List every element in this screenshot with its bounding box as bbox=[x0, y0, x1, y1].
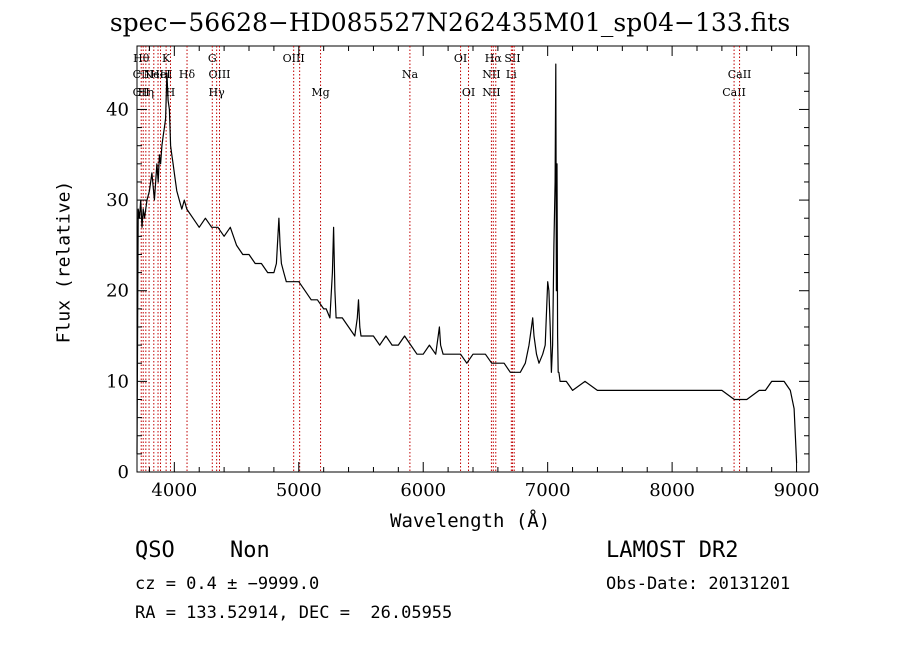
y-tick-label: 20 bbox=[106, 281, 129, 302]
y-axis-label: Flux (relative) bbox=[53, 180, 75, 344]
spectral-line-label: NeIII bbox=[143, 68, 172, 81]
x-tick-label: 8000 bbox=[649, 480, 695, 501]
spectral-line-label: G bbox=[208, 52, 217, 65]
coordinates-text: RA = 133.52914, DEC = 26.05955 bbox=[135, 603, 453, 623]
x-axis-label: Wavelength (Å) bbox=[390, 510, 551, 532]
spectral-line-label: H bbox=[166, 86, 176, 99]
object-subclass: Non bbox=[230, 538, 270, 563]
spectral-line-label: OI bbox=[462, 86, 475, 99]
chart-title: spec−56628−HD085527N262435M01_sp04−133.f… bbox=[109, 8, 791, 37]
spectral-line-label: Na bbox=[402, 68, 419, 81]
spectral-line-label: Mg bbox=[311, 86, 329, 99]
spectral-line-label: CaII bbox=[728, 68, 752, 81]
survey-name: LAMOST DR2 bbox=[606, 538, 739, 563]
spectral-line-label: OI bbox=[454, 52, 467, 65]
spectral-line-label: CaII bbox=[722, 86, 746, 99]
spectral-line-label: NII bbox=[482, 68, 500, 81]
x-tick-label: 9000 bbox=[774, 480, 820, 501]
plot-frame bbox=[136, 45, 810, 473]
spectral-line-label: NII bbox=[482, 86, 500, 99]
y-tick-label: 40 bbox=[106, 99, 129, 120]
spectral-line-label: OIII bbox=[208, 68, 230, 81]
spectrum-series-line bbox=[136, 63, 798, 463]
x-tick-label: 5000 bbox=[276, 480, 322, 501]
spectral-line-label: Hη bbox=[138, 86, 154, 99]
spectral-line-label: Hα bbox=[485, 52, 503, 65]
redshift-text: cz = 0.4 ± −9999.0 bbox=[135, 574, 320, 594]
x-tick-label: 6000 bbox=[400, 480, 446, 501]
spectral-line-label: Hγ bbox=[209, 86, 226, 99]
y-tick-label: 10 bbox=[106, 371, 129, 392]
spectral-line-label: SII bbox=[504, 52, 520, 65]
spectral-line-label: Hδ bbox=[179, 68, 196, 81]
spectral-line-label: K bbox=[162, 52, 171, 65]
spectral-line-label: Hθ bbox=[133, 52, 150, 65]
y-tick-label: 30 bbox=[106, 190, 129, 211]
object-class: QSO bbox=[135, 538, 175, 563]
x-tick-label: 4000 bbox=[151, 480, 197, 501]
y-tick-label: 0 bbox=[118, 462, 129, 483]
spectral-line-label: Li bbox=[506, 68, 517, 81]
obs-date-text: Obs-Date: 20131201 bbox=[606, 574, 791, 594]
x-tick-label: 7000 bbox=[525, 480, 571, 501]
spectral-line-label: OIII bbox=[283, 52, 305, 65]
